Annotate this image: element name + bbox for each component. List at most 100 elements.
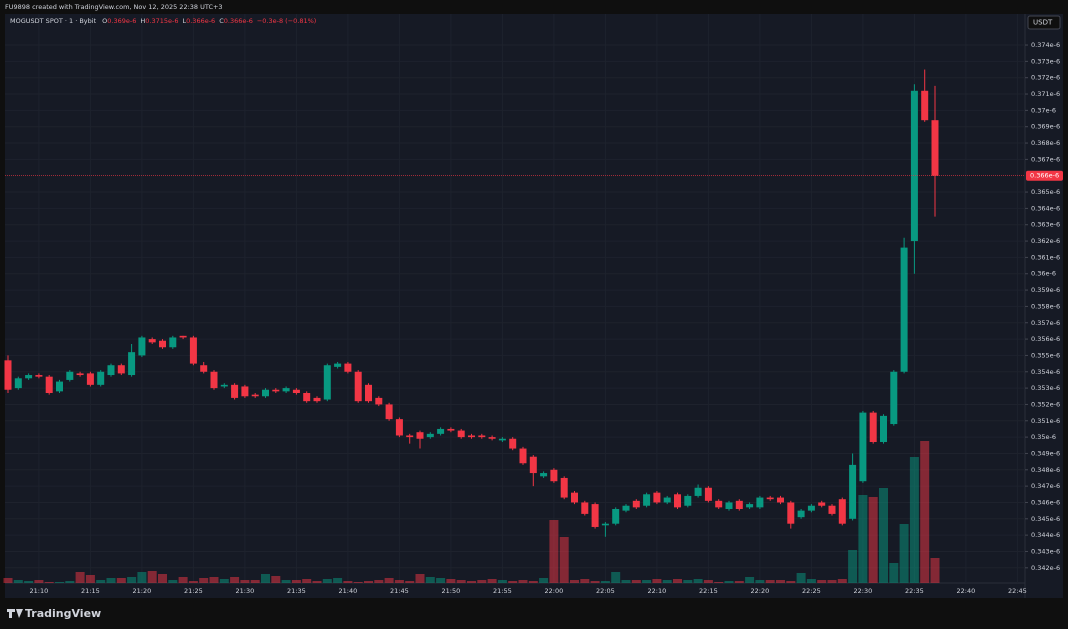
volume-bar (312, 581, 322, 583)
last-price-tag (1026, 170, 1063, 181)
symbol: MOGUSDT SPOT · 1 · Bybit (10, 17, 97, 25)
x-tick-label: 22:20 (751, 587, 770, 595)
y-tick-label: 0.349e-6 (1031, 449, 1060, 457)
volume-bar (415, 574, 425, 583)
candle-body (323, 365, 331, 400)
y-tick-label: 0.348e-6 (1031, 466, 1060, 474)
volume-bar (333, 578, 343, 583)
candle-body (910, 90, 918, 242)
candle-body (488, 437, 496, 439)
volume-bar (425, 577, 435, 583)
volume-bar (631, 580, 641, 583)
volume-bar (353, 582, 363, 583)
candle-body (787, 502, 795, 524)
candle-body (138, 337, 146, 356)
volume-bar (394, 580, 404, 583)
candle-body (622, 505, 630, 511)
volume-bar (13, 580, 23, 583)
y-tick-label: 0.372e-6 (1031, 74, 1060, 82)
volume-bar (776, 580, 785, 583)
candle-body (653, 492, 661, 503)
volume-bar (714, 582, 724, 583)
legend-key: H (140, 17, 145, 25)
volume-bar (580, 579, 590, 583)
y-tick-label: 0.356e-6 (1031, 335, 1060, 343)
volume-bar (24, 581, 34, 583)
volume-bar (611, 572, 621, 583)
volume-bar (96, 580, 106, 583)
candle-body (498, 438, 506, 441)
candle-body (828, 505, 836, 514)
candle-body (540, 473, 548, 477)
x-tick-label: 21:15 (81, 587, 100, 595)
candle-body (437, 428, 445, 434)
legend-key: O (102, 17, 107, 25)
candle-body (931, 120, 939, 176)
x-tick-label: 22:15 (699, 587, 718, 595)
candle-body (632, 500, 640, 508)
y-tick-label: 0.373e-6 (1031, 57, 1060, 65)
volume-bar (44, 582, 54, 583)
volume-bar (116, 578, 126, 583)
candle-body (416, 432, 424, 439)
candle-body (426, 433, 434, 438)
volume-bar (559, 537, 569, 583)
volume-bar (261, 574, 270, 583)
candle-body (375, 397, 383, 405)
legend-value: −0.3e-8 (−0.81%) (257, 17, 317, 25)
candle-body (313, 397, 321, 402)
candle-body (282, 388, 290, 392)
volume-bar (827, 580, 837, 583)
volume-bar (806, 579, 816, 583)
volume-bar (127, 577, 137, 583)
candle-body (560, 477, 568, 498)
x-tick-label: 21:55 (493, 587, 512, 595)
volume-bar (75, 572, 85, 583)
candle-body (859, 412, 867, 482)
volume-bar (570, 580, 579, 583)
volume-bar (467, 581, 476, 583)
candle-body (447, 428, 455, 431)
currency-box[interactable] (1027, 15, 1061, 30)
candle-body (869, 412, 877, 443)
candle-body (97, 371, 105, 385)
currency[interactable]: USDT (1033, 19, 1053, 27)
x-tick-label: 21:10 (30, 587, 49, 595)
volume-bar (662, 580, 672, 583)
candle-body (704, 487, 712, 501)
volume-bar (734, 581, 744, 583)
candle-body (76, 373, 84, 376)
candle-body (663, 497, 671, 503)
volume-bar (374, 580, 384, 583)
candle-body (241, 386, 249, 397)
volume-bar (85, 575, 95, 583)
candle-body (14, 378, 22, 389)
candle-body (179, 335, 187, 338)
y-tick-label: 0.353e-6 (1031, 384, 1060, 392)
volume-bar (621, 580, 631, 583)
volume-bar (168, 580, 178, 583)
volume-bar (745, 577, 755, 583)
candle-body (756, 497, 764, 508)
volume-bar (673, 579, 682, 583)
volume-bar (508, 581, 518, 583)
volume-bar (879, 488, 888, 583)
volume-bar (765, 580, 775, 583)
candle-body (354, 371, 362, 402)
brand: TradingView (25, 607, 101, 620)
candle-body (612, 508, 620, 524)
volume-bar (683, 580, 693, 583)
candle-body (272, 389, 280, 392)
candle-body (818, 502, 826, 506)
y-tick-label: 0.371e-6 (1031, 90, 1060, 98)
candle-body (735, 500, 743, 509)
x-tick-label: 22:25 (802, 587, 821, 595)
volume-bar (899, 524, 909, 583)
volume-bar (868, 497, 878, 583)
candle-body (4, 360, 12, 390)
candle-body (694, 487, 702, 496)
volume-bar (703, 580, 713, 583)
candle-body (262, 389, 269, 397)
x-tick-label: 22:35 (905, 587, 924, 595)
legend-value: 0.3715e-6 (145, 17, 178, 25)
